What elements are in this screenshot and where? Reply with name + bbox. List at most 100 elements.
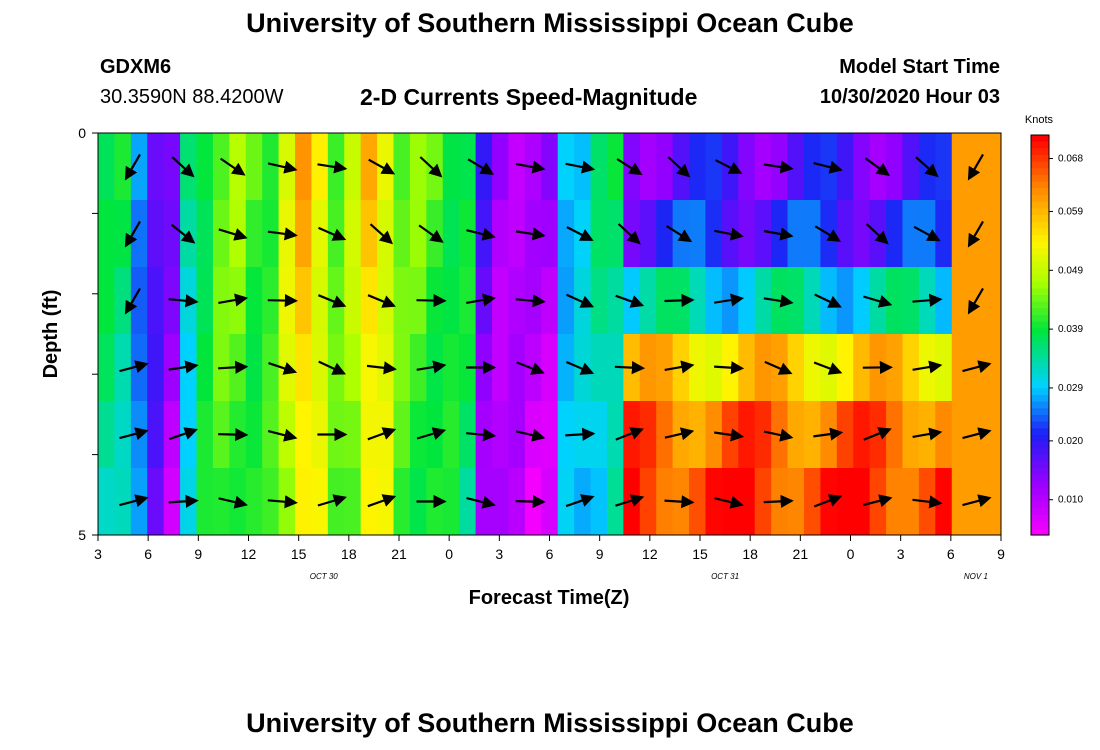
heat-cell	[114, 133, 132, 201]
heat-cell	[98, 401, 116, 469]
heat-cell	[196, 468, 214, 535]
heat-cell	[393, 334, 411, 402]
heat-cell	[803, 200, 821, 268]
heat-cell	[590, 267, 608, 335]
heat-cell	[951, 468, 969, 535]
heat-cell	[360, 267, 378, 335]
heat-cell	[984, 401, 1001, 469]
colorbar-swatch	[1031, 235, 1049, 243]
current-arrow	[419, 156, 443, 178]
heat-cell	[951, 133, 969, 201]
x-tick-label: 12	[241, 546, 257, 562]
heat-cell	[935, 401, 953, 469]
heat-cell	[557, 133, 575, 201]
colorbar-swatch	[1031, 261, 1049, 269]
current-arrow	[218, 427, 249, 442]
heat-cell	[754, 133, 772, 201]
heat-cell	[393, 267, 411, 335]
heat-cell	[459, 133, 477, 201]
colorbar-frame	[1030, 134, 1050, 536]
current-arrow	[912, 427, 943, 441]
current-arrow	[168, 360, 199, 374]
current-arrow	[168, 294, 199, 308]
colorbar-swatch	[1031, 488, 1049, 496]
current-arrow	[664, 360, 695, 374]
heat-cell	[295, 468, 313, 535]
heat-cell	[295, 267, 313, 335]
colorbar-label: 0.059	[1058, 206, 1083, 217]
current-arrow	[763, 494, 794, 508]
heat-cell	[475, 133, 493, 201]
heat-cell	[426, 200, 444, 268]
heat-cell	[508, 267, 526, 335]
heat-cell	[606, 468, 624, 535]
heat-cell	[639, 267, 657, 335]
heat-cell	[130, 200, 148, 268]
colorbar-swatch	[1031, 508, 1049, 516]
colorbar-swatch	[1031, 175, 1049, 183]
heat-cell	[344, 267, 362, 335]
heat-cell	[245, 334, 263, 402]
colorbar-swatch	[1031, 195, 1049, 203]
heat-cell	[508, 334, 526, 402]
heat-cell	[836, 267, 854, 335]
heat-cell	[738, 200, 756, 268]
colorbar-swatch	[1031, 161, 1049, 169]
heat-cell	[672, 133, 690, 201]
heat-cell	[130, 133, 148, 201]
colorbar-swatch	[1031, 315, 1049, 323]
heat-cell	[886, 401, 904, 469]
current-arrow	[267, 227, 298, 241]
colorbar-swatch	[1031, 181, 1049, 189]
heat-cell	[557, 200, 575, 268]
heat-cell	[147, 267, 165, 335]
current-arrow	[219, 157, 246, 176]
heat-cell	[245, 401, 263, 469]
heat-cell	[212, 200, 230, 268]
x-axis: 3 6 9 12 15 18 21 0 3 6 9 12 15 18 21 0 3 6 9 OCT 30 OCT 31 N…	[94, 535, 1005, 581]
colorbar-swatch	[1031, 148, 1049, 156]
current-arrow	[715, 159, 743, 174]
heat-cell	[114, 401, 132, 469]
x-tick-label: 12	[642, 546, 658, 562]
heat-cell	[935, 468, 953, 535]
heat-cell	[787, 200, 805, 268]
current-arrow	[367, 294, 396, 308]
y-axis-label: Depth (ft)	[40, 290, 62, 379]
heat-cell	[672, 200, 690, 268]
current-arrow	[515, 428, 546, 442]
heat-cell	[114, 200, 132, 268]
heat-cell	[295, 133, 313, 201]
heat-cell	[459, 267, 477, 335]
current-arrow	[967, 220, 984, 248]
current-arrow	[168, 494, 199, 508]
heat-cell	[130, 267, 148, 335]
x-tick-label: 0	[847, 546, 855, 562]
colorbar-swatch	[1031, 248, 1049, 256]
current-arrow	[124, 153, 141, 181]
heat-cell	[311, 334, 329, 402]
heat-cell	[886, 200, 904, 268]
colorbar-swatch	[1031, 501, 1049, 509]
current-arrow	[267, 428, 298, 442]
x-tick-label: 18	[742, 546, 758, 562]
current-arrow	[466, 293, 497, 307]
heat-cell	[508, 200, 526, 268]
heat-cell	[557, 267, 575, 335]
heat-cell	[196, 133, 214, 201]
heat-cell	[754, 401, 772, 469]
heat-cell	[360, 401, 378, 469]
heat-cell	[754, 200, 772, 268]
heat-cell	[754, 334, 772, 402]
heat-cell	[639, 200, 657, 268]
heat-cell	[606, 267, 624, 335]
current-arrow	[813, 160, 843, 174]
current-arrow	[515, 160, 546, 174]
colorbar-swatch	[1031, 468, 1049, 476]
current-arrow	[814, 225, 842, 242]
current-arrow	[317, 294, 347, 308]
current-arrow	[615, 294, 645, 308]
model-start-label: Model Start Time	[839, 56, 1000, 78]
current-arrow	[962, 360, 992, 374]
y-tick-label: 0	[78, 125, 86, 141]
